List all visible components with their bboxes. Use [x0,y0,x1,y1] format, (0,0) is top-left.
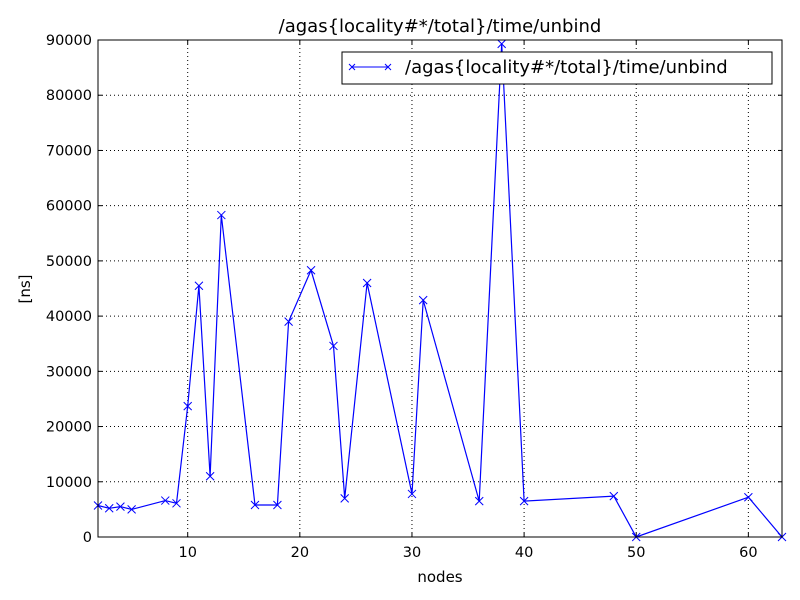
y-axis-label: [ns] [16,274,34,303]
x-tick-label: 60 [739,545,757,561]
x-marker-icon [127,505,136,514]
legend: /agas{locality#*/total}/time/unbind [341,51,773,85]
x-marker-icon [407,489,417,499]
y-tick-label: 0 [83,530,92,546]
x-marker-icon [172,498,181,508]
x-marker-icon [194,281,204,291]
x-marker-icon [284,317,293,326]
legend-box [341,51,773,85]
x-marker-icon [160,496,170,505]
x-marker-icon [474,496,484,506]
x-marker-icon [183,401,193,411]
data-series [93,39,787,542]
y-tick-label: 60000 [46,199,92,215]
x-marker-icon [609,491,619,501]
x-tick-label: 50 [627,545,645,561]
x-marker-icon [216,210,226,220]
x-marker-icon [306,265,316,275]
x-marker-icon [250,500,260,510]
x-marker-icon [273,500,282,510]
x-marker-icon [116,502,125,511]
y-tick-label: 80000 [46,88,92,104]
plot-frame [97,39,783,538]
x-marker-icon [418,295,428,305]
chart-title: /agas{locality#*/total}/time/unbind [279,16,602,37]
x-marker-icon [744,492,753,502]
y-tick-label: 10000 [46,475,92,491]
x-tick-label: 40 [515,545,533,561]
x-marker-icon [340,493,350,503]
x-tick-label: 10 [178,545,196,561]
x-tick-label: 20 [291,545,309,561]
x-marker-icon [497,39,507,49]
x-marker-icon [362,278,372,288]
series-line [97,43,783,538]
x-axis-label: nodes [417,568,462,586]
legend-label: /agas{locality#*/total}/time/unbind [405,57,728,78]
x-marker-icon [104,503,114,513]
y-tick-label: 20000 [46,420,92,436]
x-tick-label: 30 [403,545,421,561]
x-marker-icon [205,471,215,481]
y-tick-label: 70000 [46,143,92,159]
x-marker-icon [519,496,529,506]
y-tick-label: 30000 [46,364,92,380]
y-tick-label: 50000 [46,254,92,270]
x-marker-icon [329,341,338,351]
axis-ticks: 10 20 30 40 50 60 0 10000 20000 30000 40000 50000 60… [46,33,782,561]
y-tick-label: 90000 [46,33,92,49]
grid-lines [98,40,782,537]
legend-marker-icon [348,63,392,71]
y-tick-label: 40000 [46,309,92,325]
